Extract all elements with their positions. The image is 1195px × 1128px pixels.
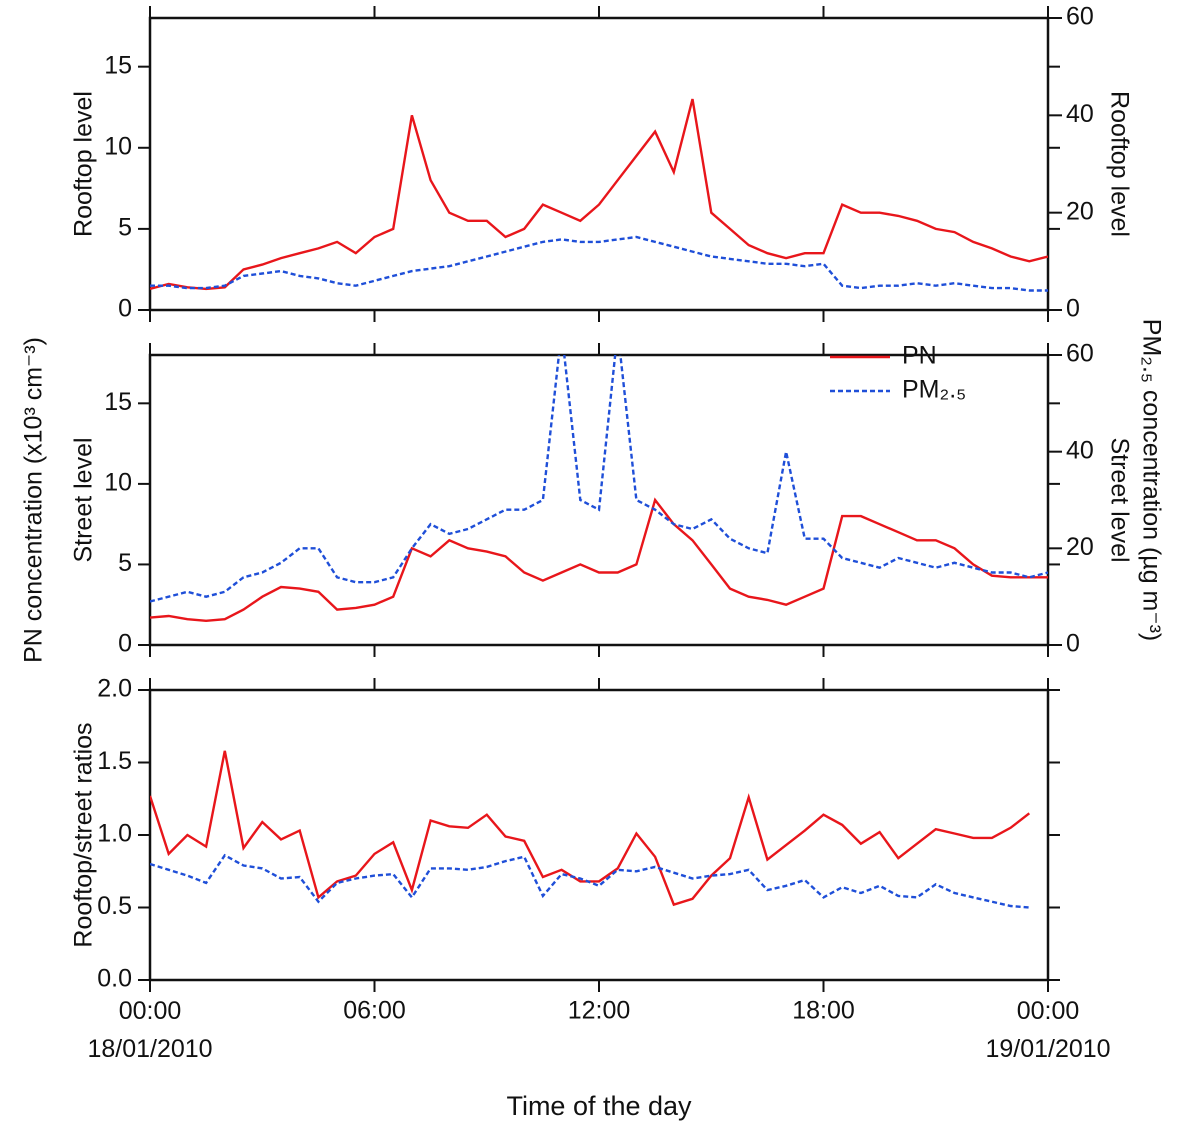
y-tick-label: 0.0 xyxy=(97,965,132,993)
y-tick-label: 0.5 xyxy=(97,892,132,920)
series-group xyxy=(150,98,1048,292)
y2-tick-label: 0 xyxy=(1066,295,1080,323)
y-tick-label: 10 xyxy=(104,468,132,496)
y2-axis-label: Rooftop level xyxy=(1105,91,1133,237)
x-tick-label: 18:00 xyxy=(792,997,855,1025)
y-tick-label: 5 xyxy=(118,549,132,577)
y-tick-label: 10 xyxy=(104,132,132,160)
y-axis-label: Street level xyxy=(70,437,98,562)
y-tick-label: 1.0 xyxy=(97,820,132,848)
x-axis-label: Time of the day xyxy=(506,1091,692,1121)
y2-tick-label: 60 xyxy=(1066,3,1094,31)
y-tick-label: 15 xyxy=(104,388,132,416)
y-tick-label: 15 xyxy=(104,51,132,79)
x-tick-label: 12:00 xyxy=(568,997,631,1025)
legend-label: PN xyxy=(902,342,937,370)
plot-frame xyxy=(148,16,1050,312)
series-line xyxy=(150,355,1048,603)
series-line xyxy=(150,497,1048,623)
y2-tick-label: 20 xyxy=(1066,197,1094,225)
y-tick-label: 0 xyxy=(118,295,132,323)
series-line xyxy=(150,235,1048,292)
y-tick-label: 5 xyxy=(118,213,132,241)
x-tick-label: 06:00 xyxy=(343,997,406,1025)
series-line xyxy=(150,853,1030,909)
y2-tick-label: 0 xyxy=(1066,630,1080,658)
y2-tick-label: 40 xyxy=(1066,100,1094,128)
y-tick-label: 0 xyxy=(118,630,132,658)
plot-frame xyxy=(148,688,1050,982)
y2-tick-label: 40 xyxy=(1066,436,1094,464)
y-axis-label: Rooftop level xyxy=(70,91,98,237)
y-tick-label: 2.0 xyxy=(97,675,132,703)
y2-tick-label: 20 xyxy=(1066,533,1094,561)
y-tick-label: 1.5 xyxy=(97,747,132,775)
y2-tick-label: 60 xyxy=(1066,340,1094,368)
y-axis-title: PN concentration (x10³ cm⁻³) xyxy=(20,337,48,663)
series-group xyxy=(150,750,1031,909)
legend-label: PM₂.₅ xyxy=(902,376,966,404)
y2-axis-title: PM₂.₅ concentration (µg m⁻³) xyxy=(1137,319,1165,641)
series-line xyxy=(150,98,1048,291)
series-group xyxy=(150,355,1048,623)
y-axis-label: Rooftop/street ratios xyxy=(70,722,98,947)
x-tick-label: 00:00 19/01/2010 xyxy=(985,997,1110,1063)
x-tick-label: 00:00 18/01/2010 xyxy=(87,997,212,1063)
y2-axis-label: Street level xyxy=(1105,437,1133,562)
